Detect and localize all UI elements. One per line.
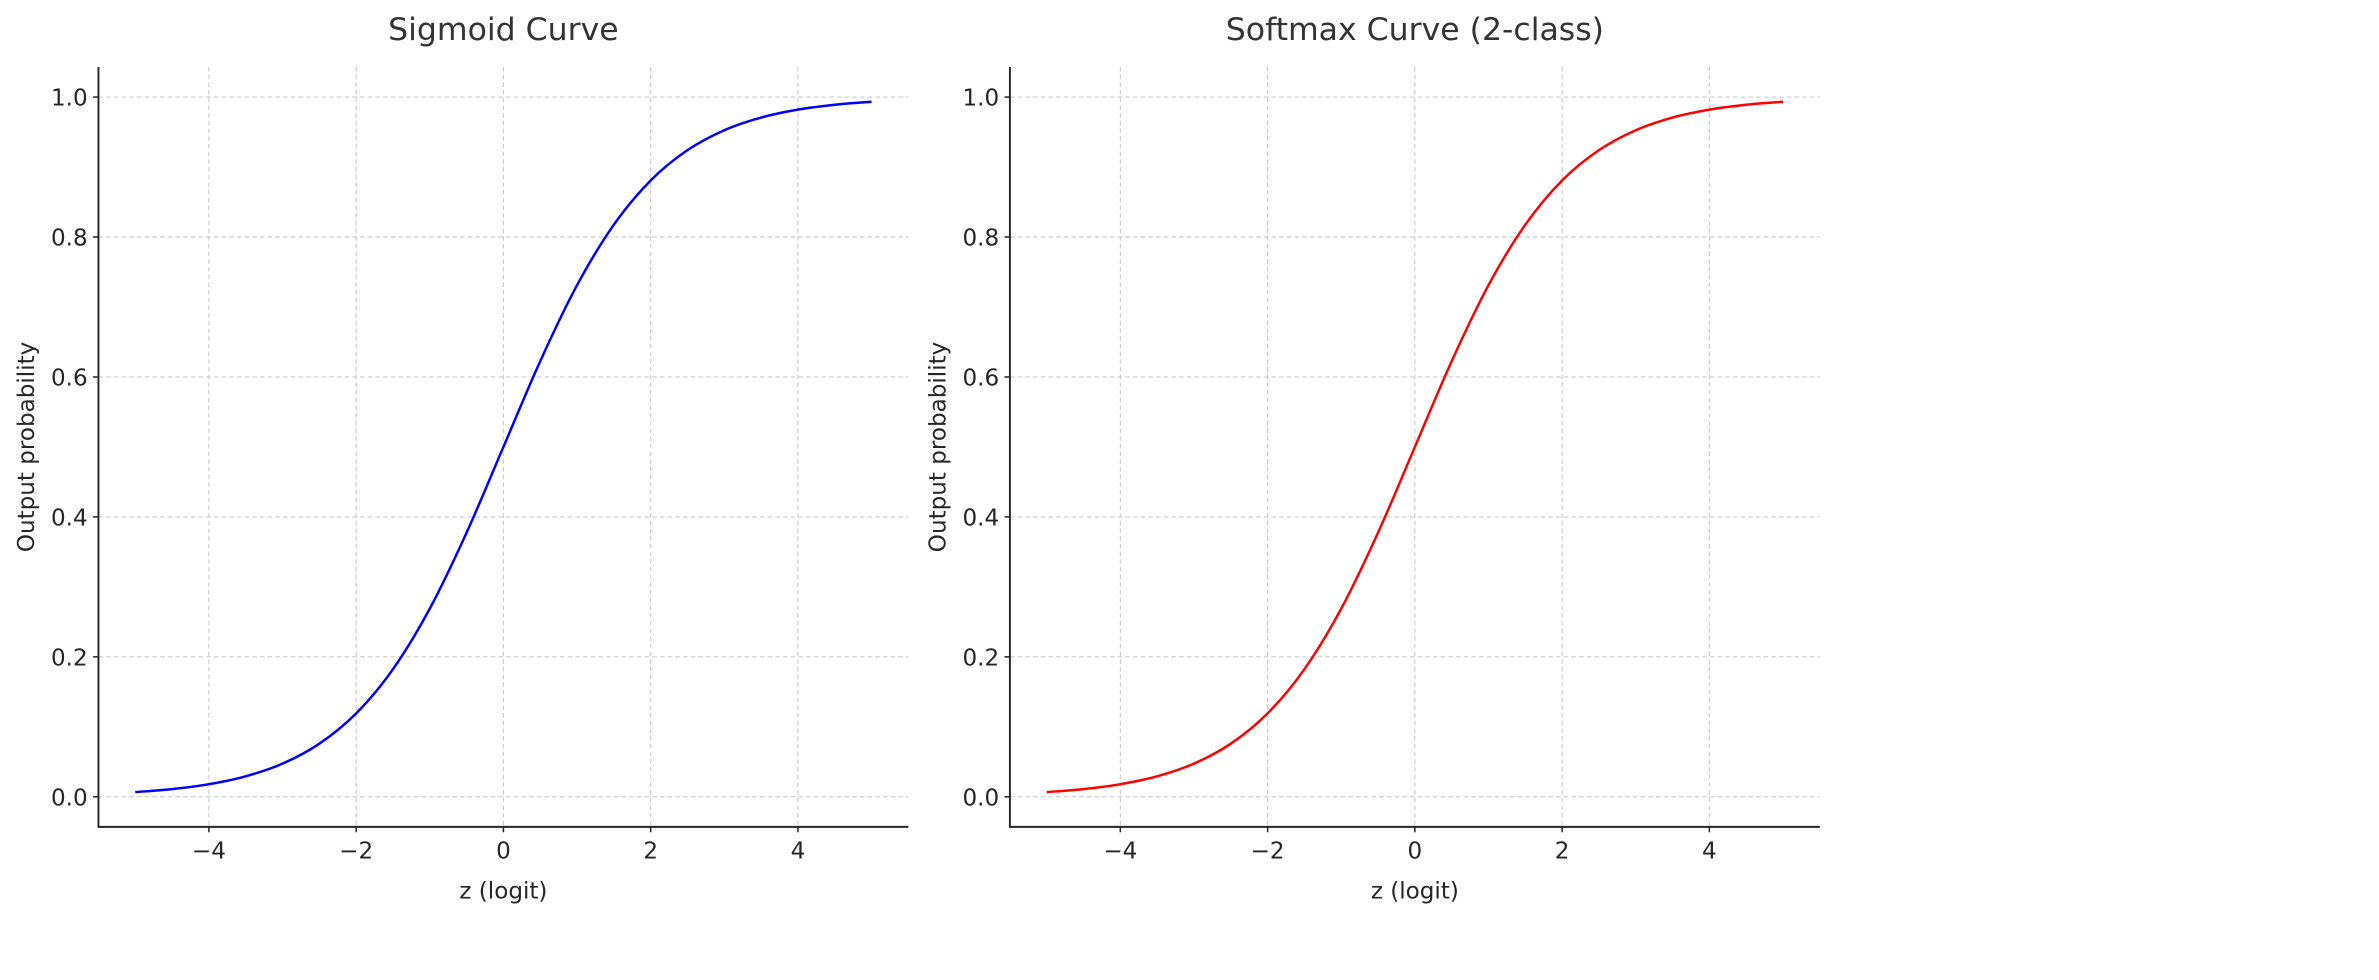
y-tick-label: 0.8: [51, 225, 88, 251]
chart-title: Sigmoid Curve: [388, 12, 619, 48]
x-tick-label: −4: [1103, 838, 1137, 864]
y-tick-label: 0.0: [962, 785, 999, 811]
x-tick-label: 0: [1408, 838, 1423, 864]
y-tick-label: 0.6: [51, 365, 88, 391]
x-tick-label: −2: [339, 838, 373, 864]
x-tick-label: 4: [791, 838, 806, 864]
x-tick-label: 0: [496, 838, 511, 864]
y-tick-label: 0.2: [51, 645, 88, 671]
y-tick-label: 0.4: [962, 505, 999, 531]
x-tick-label: 4: [1702, 838, 1717, 864]
axes-spine: [97, 66, 909, 828]
y-axis-label: Output probability: [925, 342, 951, 552]
x-tick-label: −4: [192, 838, 226, 864]
x-axis-label: z (logit): [459, 878, 547, 904]
y-tick-label: 0.0: [51, 785, 88, 811]
y-tick-label: 1.0: [962, 86, 999, 112]
x-tick-label: 2: [643, 838, 658, 864]
y-tick-label: 0.4: [51, 505, 88, 531]
y-tick-label: 0.6: [962, 365, 999, 391]
axes-spine: [1008, 66, 1820, 828]
x-tick-label: −2: [1251, 838, 1285, 864]
softmax-line: [1046, 100, 1784, 794]
x-axis-label: z (logit): [1371, 878, 1459, 904]
y-tick-label: 0.2: [962, 645, 999, 671]
softmax-chart: Softmax Curve (2-class) z (logit) Output…: [925, 12, 1820, 904]
y-axis-label: Output probability: [14, 342, 40, 553]
y-tick-label: 1.0: [51, 86, 88, 112]
x-tick-label: 2: [1555, 838, 1570, 864]
y-tick-label: 0.8: [962, 225, 999, 251]
sigmoid-line: [135, 100, 872, 794]
sigmoid-chart: Sigmoid Curve z (logit) Output probabili…: [14, 12, 909, 904]
chart-title: Softmax Curve (2-class): [1226, 12, 1604, 48]
